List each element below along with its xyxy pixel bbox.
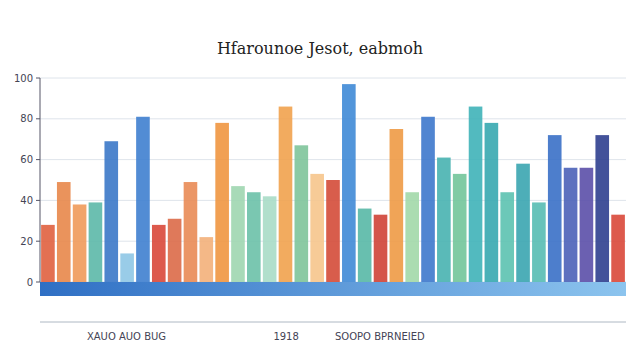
tick-label: 0	[27, 277, 33, 288]
bar	[279, 107, 293, 282]
bar	[548, 135, 562, 282]
bar	[41, 225, 55, 282]
tick-mark	[36, 118, 40, 119]
tick-mark	[36, 200, 40, 201]
bar	[564, 168, 578, 282]
bar	[104, 141, 118, 282]
bar	[500, 192, 514, 282]
bar	[263, 196, 277, 282]
bar	[469, 107, 483, 282]
base-band	[40, 282, 626, 296]
bar	[57, 182, 71, 282]
tick-mark	[36, 282, 40, 283]
bar	[437, 158, 451, 282]
y-axis	[40, 78, 41, 282]
tick-mark	[36, 78, 40, 79]
tick-label: 20	[20, 236, 33, 247]
bar	[516, 164, 530, 282]
bar	[580, 168, 594, 282]
grid-line	[40, 159, 626, 160]
bar	[89, 202, 103, 282]
tick-label: 60	[20, 154, 33, 165]
bar	[595, 135, 609, 282]
bar	[295, 145, 309, 282]
bar	[184, 182, 198, 282]
bottom-rule	[40, 322, 626, 323]
bar	[374, 215, 388, 282]
bar	[136, 117, 150, 282]
bar	[611, 215, 625, 282]
tick-label: 40	[20, 195, 33, 206]
bar	[405, 192, 419, 282]
tick-mark	[36, 159, 40, 160]
bar	[199, 237, 213, 282]
tick-label: 100	[14, 73, 33, 84]
grid-line	[40, 118, 626, 119]
bar	[247, 192, 261, 282]
bar	[215, 123, 229, 282]
bar	[532, 202, 546, 282]
annotation: XAUO AUO BUG	[87, 331, 166, 342]
bar	[342, 84, 356, 282]
bar	[421, 117, 435, 282]
bars	[41, 84, 625, 282]
bar	[326, 180, 340, 282]
bar	[231, 186, 245, 282]
bar	[168, 219, 182, 282]
annotation: 1918	[273, 331, 298, 342]
tick-mark	[36, 241, 40, 242]
bar	[152, 225, 166, 282]
bar	[390, 129, 404, 282]
annotation: SOOPO BPRNEIED	[335, 331, 425, 342]
bar	[310, 174, 324, 282]
bar	[453, 174, 467, 282]
bar	[358, 209, 372, 282]
title: Hfarounoe Jesot, eabmoh	[217, 39, 423, 58]
bar	[485, 123, 499, 282]
bar	[73, 204, 87, 282]
tick-label: 80	[20, 113, 33, 124]
bar	[120, 253, 134, 282]
grid-line	[40, 78, 626, 79]
chart: Hfarounoe Jesot, eabmoh 0 20 40 60 80 100 XAUO …	[0, 0, 640, 360]
